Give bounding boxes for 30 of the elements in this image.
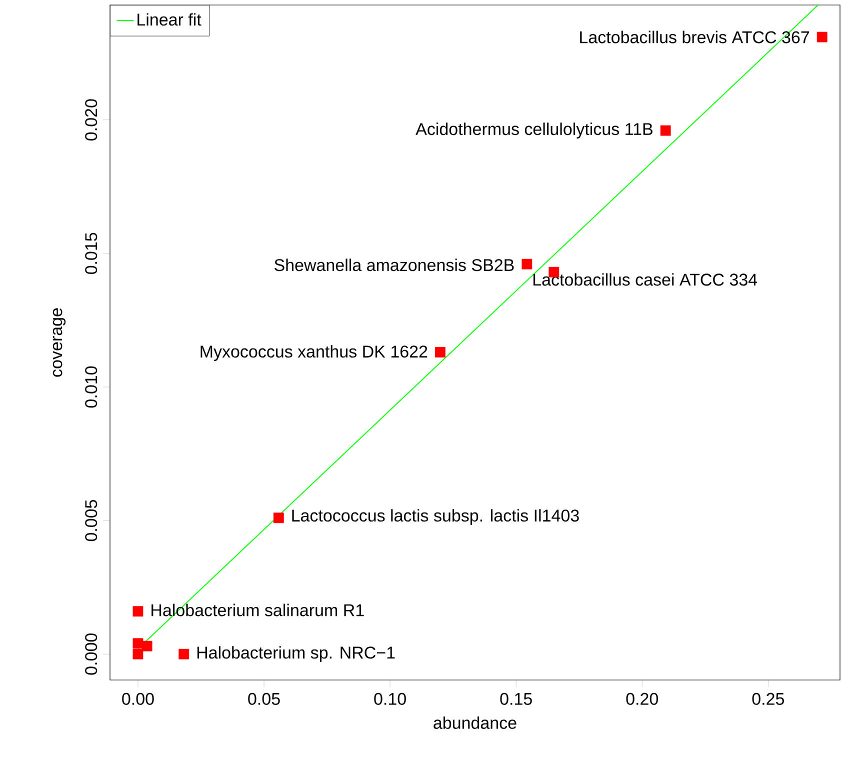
x-axis-title: abundance	[434, 716, 516, 729]
x-tick-label: 0.20	[626, 692, 658, 705]
annotation: Myxococcus xanthus DK 1622	[200, 345, 428, 361]
point	[660, 125, 671, 136]
x-tick-label: 0.00	[122, 692, 154, 705]
x-tick-label: 0.15	[500, 692, 532, 705]
annotation: Lactococcus lactis subsp. lactis Il1403	[292, 509, 579, 525]
point	[816, 32, 828, 42]
point	[522, 258, 532, 270]
point	[142, 640, 152, 652]
point	[132, 606, 144, 617]
x-tick-label: 0.10	[374, 692, 406, 705]
y-tick-label: 0.020	[85, 99, 98, 140]
annotation: Lactobacillus casei ATCC 334	[533, 273, 758, 286]
x-tick-label: 0.05	[248, 692, 280, 705]
point	[178, 648, 190, 660]
point	[435, 347, 446, 358]
y-tick-label: 0.015	[85, 232, 98, 274]
y-tick-label: 0.005	[85, 500, 98, 542]
annotation: Shewanella amazonensis SB2B	[274, 258, 514, 272]
x-tick-label: 0.25	[752, 692, 784, 705]
annotation: Lactobacillus brevis ATCC 367	[580, 30, 810, 44]
point	[273, 512, 284, 524]
annotation: Halobacterium sp. NRC−1	[197, 646, 395, 662]
y-axis-title: coverage	[52, 308, 66, 377]
point	[132, 648, 144, 660]
y-tick-label: 0.010	[85, 366, 98, 408]
annotation: Acidothermus cellulolyticus 11B	[416, 122, 652, 138]
y-tick-label: 0.000	[85, 633, 98, 675]
legend-label: Linear fit	[138, 13, 202, 26]
